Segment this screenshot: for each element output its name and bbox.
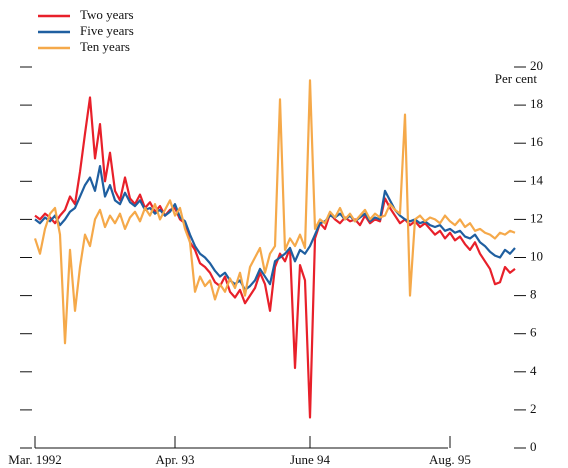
- x-tick-label: Apr. 93: [156, 452, 195, 467]
- series-line: [34, 164, 516, 291]
- x-tick-label: June 94: [290, 452, 331, 467]
- series-line: [34, 96, 516, 419]
- y-tick-label: 2: [530, 401, 537, 416]
- y-tick-label: 4: [530, 363, 537, 378]
- legend-label: Five years: [80, 23, 134, 38]
- y-tick-label: 8: [530, 287, 537, 302]
- x-tick-label: Mar. 1992: [8, 452, 61, 467]
- y-tick-label: 14: [530, 172, 544, 187]
- y-tick-label: 6: [530, 325, 537, 340]
- y-axis-label: Per cent: [495, 71, 538, 86]
- x-tick-label: Aug. 95: [429, 452, 471, 467]
- y-tick-label: 20: [530, 58, 543, 73]
- legend-label: Ten years: [80, 39, 130, 54]
- series-line: [33, 79, 516, 345]
- y-tick-label: 18: [530, 96, 543, 111]
- y-tick-label: 16: [530, 134, 544, 149]
- y-tick-label: 0: [530, 439, 537, 454]
- legend-label: Two years: [80, 7, 134, 22]
- y-tick-label: 12: [530, 210, 543, 225]
- y-tick-label: 10: [530, 248, 543, 263]
